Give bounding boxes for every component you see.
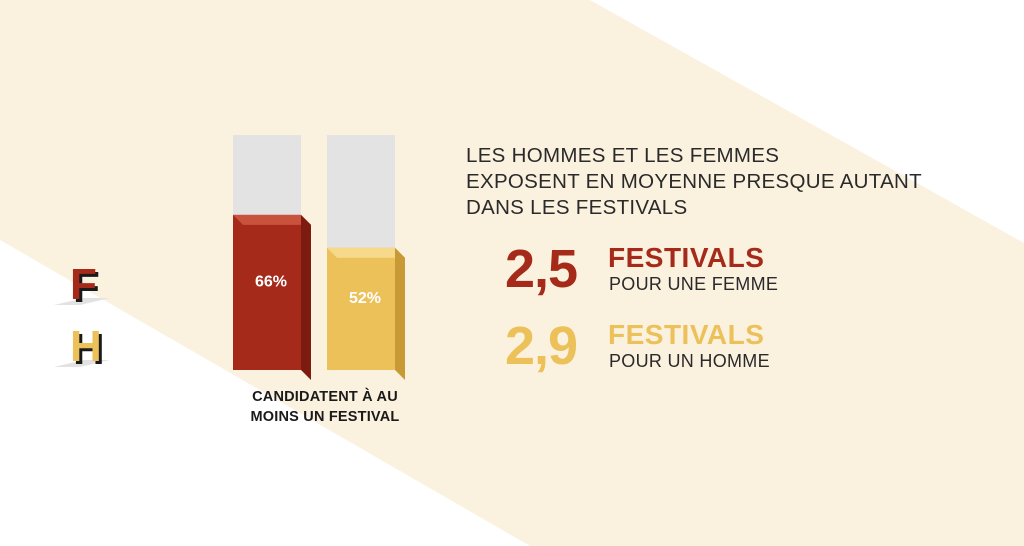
legend-male-shadow bbox=[54, 360, 110, 367]
bar-top-H bbox=[327, 247, 405, 258]
stat-male-label: POUR UN HOMME bbox=[609, 351, 770, 371]
headline: LES HOMMES ET LES FEMMES EXPOSENT EN MOY… bbox=[466, 143, 986, 221]
headline-line-2: EXPOSENT EN MOYENNE PRESQUE AUTANT bbox=[466, 170, 922, 193]
bar-chart: 66% 52% bbox=[233, 135, 405, 380]
stat-male-unit: FESTIVALS bbox=[608, 319, 765, 350]
chart-caption-line-2: MOINS UN FESTIVAL bbox=[250, 409, 400, 425]
bar-front-H bbox=[327, 247, 395, 370]
legend: F F H H bbox=[54, 260, 110, 374]
headline-line-3: DANS LES FESTIVALS bbox=[466, 196, 688, 219]
legend-female-letter-side: F bbox=[73, 263, 100, 312]
stat-female-label: POUR UNE FEMME bbox=[609, 274, 779, 294]
bar-value-label-F: 66% bbox=[255, 273, 287, 290]
legend-male-letter-side: H bbox=[73, 325, 105, 374]
legend-male: H H bbox=[54, 322, 110, 374]
bar-side-F bbox=[301, 214, 311, 380]
bar-value-label-H: 52% bbox=[349, 290, 381, 307]
bars-layer: 66% 52% bbox=[233, 135, 405, 380]
headline-line-1: LES HOMMES ET LES FEMMES bbox=[466, 144, 780, 167]
stat-female-unit: FESTIVALS bbox=[608, 242, 765, 273]
legend-female-letter: F bbox=[70, 260, 97, 309]
legend-female-shadow bbox=[54, 298, 110, 305]
legend-female: F F bbox=[54, 260, 110, 312]
bar-front-F bbox=[233, 214, 301, 370]
bar-top-F bbox=[233, 214, 311, 225]
stat-female-value: 2,5 bbox=[505, 239, 578, 299]
stat-male-value: 2,9 bbox=[505, 316, 578, 376]
chart-caption: CANDIDATENT À AU MOINS UN FESTIVAL bbox=[215, 387, 435, 427]
bar-side-H bbox=[395, 247, 405, 380]
chart-caption-line-1: CANDIDATENT À AU bbox=[252, 389, 398, 405]
legend-male-letter: H bbox=[70, 322, 102, 371]
